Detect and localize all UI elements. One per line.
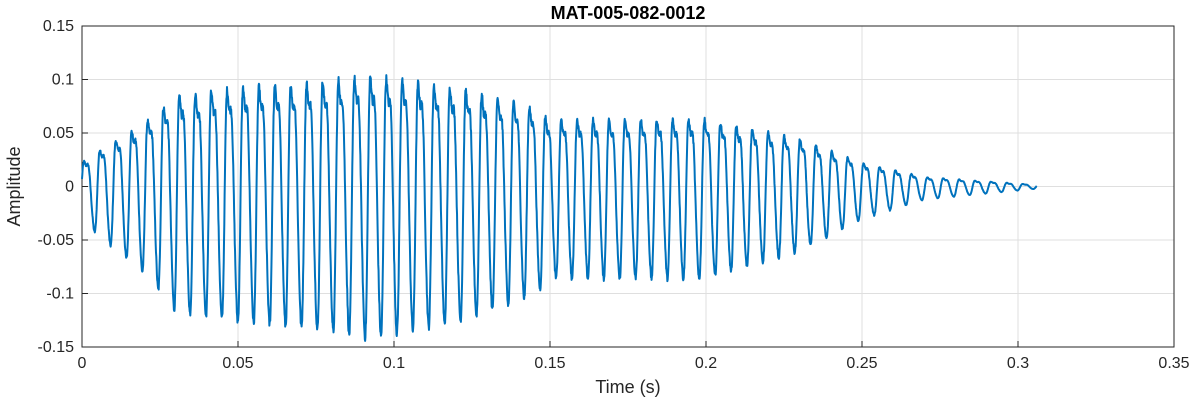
y-tick-label: 0.15	[43, 18, 74, 35]
x-tick-label: 0.15	[534, 355, 565, 372]
chart-title: MAT-005-082-0012	[551, 3, 706, 23]
x-tick-label: 0.05	[222, 355, 253, 372]
y-axis-ticks: -0.15 -0.1 -0.05 0 0.05 0.1 0.15	[38, 18, 88, 356]
x-axis-ticks: 0 0.05 0.1 0.15 0.2 0.25 0.3 0.35	[78, 341, 1190, 372]
x-tick-label: 0.1	[383, 355, 405, 372]
y-tick-label: -0.1	[46, 286, 74, 303]
x-tick-label: 0	[78, 355, 87, 372]
x-tick-label: 0.2	[695, 355, 717, 372]
grid	[81, 25, 1175, 348]
y-tick-label: -0.05	[38, 232, 75, 249]
y-tick-label: 0.05	[43, 125, 74, 142]
x-axis-label: Time (s)	[595, 377, 660, 397]
x-tick-label: 0.25	[846, 355, 877, 372]
y-axis-label: Amplitude	[4, 146, 24, 226]
y-tick-label: 0	[65, 179, 74, 196]
x-tick-label: 0.3	[1007, 355, 1029, 372]
series-line	[81, 74, 1038, 342]
y-tick-label: -0.15	[38, 339, 75, 356]
y-tick-label: 0.1	[52, 72, 74, 89]
x-tick-label: 0.35	[1158, 355, 1189, 372]
